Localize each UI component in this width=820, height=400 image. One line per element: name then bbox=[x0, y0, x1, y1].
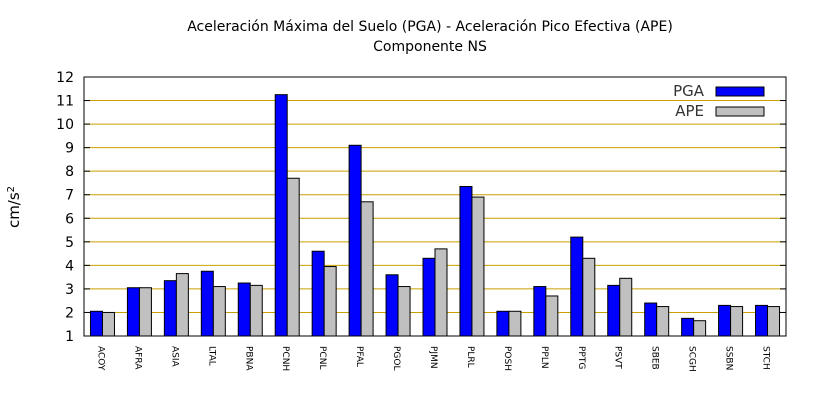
y-axis-label-unit: cm/s bbox=[5, 192, 23, 228]
bar-pga-pptg bbox=[570, 236, 584, 337]
x-tick-label-asia: ASIA bbox=[169, 346, 179, 368]
bar-ape-acoy bbox=[101, 311, 115, 337]
bar-ape-pfal bbox=[360, 201, 374, 337]
bar-pga-sbeb bbox=[644, 302, 658, 337]
y-tick-label: 6 bbox=[65, 211, 74, 227]
y-tick-label: 2 bbox=[65, 305, 74, 321]
y-tick-label: 7 bbox=[65, 188, 74, 204]
x-tick-label-ssbn: SSBN bbox=[724, 346, 734, 370]
legend-label-ape: APE bbox=[675, 102, 704, 120]
x-tick-label-pjmn: PJMN bbox=[428, 346, 438, 369]
y-axis-label-exponent: 2 bbox=[6, 186, 17, 192]
x-tick-label-pfal: PFAL bbox=[354, 346, 364, 367]
legend-swatch-pga bbox=[715, 86, 765, 97]
chart-subtitle: Componente NS bbox=[373, 39, 487, 55]
bar-pga-pcnh bbox=[274, 94, 288, 337]
y-tick-label: 8 bbox=[65, 164, 74, 180]
plot-frame bbox=[83, 76, 787, 337]
bar-pga-posh bbox=[496, 310, 510, 337]
x-tick-label-ppln: PPLN bbox=[539, 346, 549, 369]
bar-ape-afra bbox=[138, 287, 152, 337]
x-tick-label-sbeb: SBEB bbox=[650, 346, 660, 370]
bar-ape-pgol bbox=[397, 286, 411, 337]
bar-pga-pfal bbox=[348, 144, 362, 337]
x-tick-label-ltal: LTAL bbox=[206, 346, 216, 366]
bar-ape-pcnh bbox=[286, 177, 300, 337]
bar-pga-ssbn bbox=[718, 304, 732, 337]
x-tick-label-pbna: PBNA bbox=[243, 346, 253, 371]
bar-ape-pcnl bbox=[323, 266, 337, 337]
bar-ape-ssbn bbox=[730, 306, 744, 337]
y-tick-label: 12 bbox=[56, 70, 74, 86]
bar-pga-afra bbox=[126, 287, 140, 337]
bar-ape-asia bbox=[175, 273, 189, 337]
x-tick-label-pptg: PPTG bbox=[576, 346, 586, 369]
legend-label-pga: PGA bbox=[673, 82, 705, 100]
bar-pga-scgh bbox=[681, 317, 695, 337]
bar-ape-psvt bbox=[619, 277, 633, 337]
bar-pga-pgol bbox=[385, 274, 399, 337]
y-tick-label: 1 bbox=[65, 329, 74, 345]
x-tick-label-acoy: ACOY bbox=[95, 346, 105, 371]
bar-pga-pbna bbox=[237, 282, 251, 337]
bar-ape-posh bbox=[508, 310, 522, 337]
bar-ape-ltal bbox=[212, 286, 226, 337]
bar-pga-plrl bbox=[459, 185, 473, 337]
chart-title: Aceleración Máxima del Suelo (PGA) - Ace… bbox=[187, 19, 673, 35]
x-tick-label-stch: STCH bbox=[761, 346, 771, 370]
y-tick-label: 3 bbox=[65, 282, 74, 298]
bars bbox=[89, 94, 781, 337]
y-tick-label: 5 bbox=[65, 235, 74, 251]
bar-ape-ppln bbox=[545, 295, 559, 337]
legend-swatch-ape bbox=[715, 106, 765, 117]
bar-ape-pjmn bbox=[434, 248, 448, 337]
x-tick-label-pgol: PGOL bbox=[391, 346, 401, 371]
bar-pga-pcnl bbox=[311, 250, 325, 337]
bar-pga-ltal bbox=[200, 270, 214, 337]
y-axis-label: cm/s2 bbox=[5, 186, 23, 228]
bar-pga-psvt bbox=[607, 284, 621, 337]
y-tick-label: 10 bbox=[56, 117, 74, 133]
bar-ape-sbeb bbox=[656, 306, 670, 337]
y-tick-label: 11 bbox=[56, 94, 74, 110]
x-tick-label-pcnh: PCNH bbox=[280, 346, 290, 371]
legend: PGA APE bbox=[673, 82, 765, 120]
x-tick-label-posh: POSH bbox=[502, 346, 512, 371]
bar-pga-ppln bbox=[533, 286, 547, 337]
bar-pga-pjmn bbox=[422, 257, 436, 337]
x-tick-label-afra: AFRA bbox=[132, 346, 142, 370]
x-tick-label-psvt: PSVT bbox=[613, 346, 623, 369]
x-tick-label-pcnl: PCNL bbox=[317, 346, 327, 369]
x-tick-label-scgh: SCGH bbox=[687, 346, 697, 372]
bar-pga-stch bbox=[755, 304, 769, 337]
x-tick-labels: ACOY AFRA ASIA LTAL PBNA PCNH PCNL PFAL PGOL PJMN… bbox=[95, 346, 770, 372]
x-tick-label-plrl: PLRL bbox=[465, 346, 475, 368]
bar-pga-asia bbox=[163, 280, 177, 337]
bar-ape-scgh bbox=[693, 320, 707, 337]
bar-ape-pptg bbox=[582, 257, 596, 337]
y-tick-label: 9 bbox=[65, 141, 74, 157]
y-tick-label: 4 bbox=[65, 258, 74, 274]
bar-pga-acoy bbox=[89, 310, 103, 337]
bar-ape-pbna bbox=[249, 284, 263, 337]
bar-ape-stch bbox=[767, 306, 781, 337]
bar-ape-plrl bbox=[471, 196, 485, 337]
